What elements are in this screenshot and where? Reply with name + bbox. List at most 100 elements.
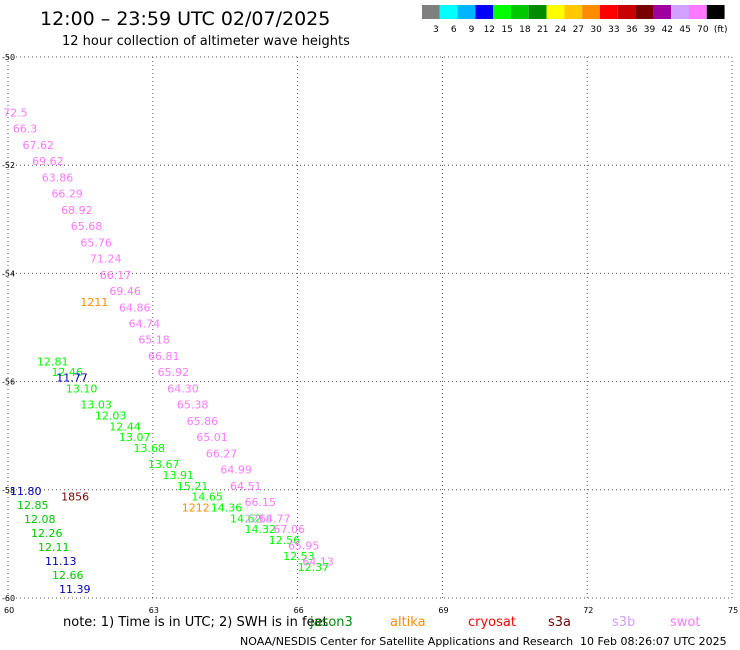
colorbar: 3 6 9 12 15 18 21 24 27 30 33 36 39 42 45 70 (ft) [422,5,727,35]
data-label-left-track: 11.39 [59,583,91,596]
data-label-jason3: 13.07 [119,431,151,444]
x-tick-label: 72 [583,606,593,615]
colorbar-label: 21 [537,25,548,35]
colorbar-swatch [546,5,565,19]
data-label-swot: 69.46 [109,285,141,298]
data-label-swot: 66.29 [51,188,83,201]
data-label-swot: 68.92 [61,204,93,217]
data-label-swot: 64.99 [220,464,252,477]
chart-title: 12:00 – 23:59 UTC 02/07/2025 [40,8,330,30]
colorbar-swatch [564,5,583,19]
colorbar-swatch [617,5,636,19]
data-label-jason3: 14.65 [191,491,223,504]
data-label-jason3: 14.62 [230,512,262,525]
colorbar-label: 30 [590,25,602,35]
data-label-jason3: 13.03 [80,399,112,412]
data-label-left-track: 12.66 [52,569,84,582]
data-label-jason3: 12.37 [298,561,330,574]
y-tick-label: -58 [2,486,15,495]
colorbar-label: 27 [573,25,584,35]
colorbar-label: 15 [501,25,512,35]
plot-area: 60 63 66 69 72 75 -50 -52 -54 -56 -58 -60 12.3712.53… [2,53,738,615]
colorbar-label: 42 [662,25,673,35]
data-label-jason3: 12.44 [109,420,141,433]
data-label-swot: 64.51 [230,480,262,493]
colorbar-label: 9 [469,25,475,35]
satellite-name: altika [390,615,426,630]
satellite-name: swot [670,615,700,630]
footer-timestamp: 10 Feb 08:26:07 UTC 2025 [580,635,727,648]
colorbar-label: 70 [697,25,709,35]
data-label-swot: 65.18 [138,334,170,347]
y-tick-label: -54 [2,269,15,278]
data-label-swot: 65.92 [158,366,190,379]
colorbar-swatch [457,5,476,19]
data-label-jason3: 12.53 [283,550,315,563]
satellite-name: s3b [612,615,635,630]
data-label-jason3-low: 11.77 [56,372,87,385]
colorbar-swatch [689,5,707,19]
data-label-jason3: 14.32 [245,523,276,536]
data-label-jason3: 13.91 [162,469,194,482]
colorbar-label: 39 [644,25,656,35]
data-label-swot: 64.13 [302,556,334,569]
colorbar-swatch [439,5,458,19]
data-label-swot: 69.62 [32,155,64,168]
data-label-swot: 64.86 [119,301,151,314]
chart-subtitle: 12 hour collection of altimeter wave hei… [62,34,350,49]
data-label-swot: 65.68 [71,220,103,233]
data-label-swot: 67.06 [273,523,305,536]
colorbar-label: (ft) [714,25,728,35]
x-tick-label: 75 [728,606,738,615]
colorbar-label: 12 [484,25,495,35]
data-label-swot: 71.24 [90,253,122,266]
data-label-swot: 65.95 [288,539,320,552]
data-label-altika: 1212 [182,501,210,514]
colorbar-swatch [582,5,600,19]
data-label-left-track: 12.85 [17,499,49,512]
y-tick-label: -50 [2,53,15,62]
footer-credit: NOAA/NESDIS Center for Satellite Applica… [240,635,573,648]
data-label-jason3: 12.81 [37,355,69,368]
data-label-left-track: 12.08 [24,513,56,526]
x-tick-label: 63 [149,606,159,615]
colorbar-swatch [600,5,618,19]
y-tick-label: -56 [2,378,15,387]
colorbar-swatch [422,5,440,19]
data-label-s3b: 2218 [245,512,273,525]
colorbar-swatch [706,5,725,19]
colorbar-swatch [653,5,672,19]
data-label-jason3: 12.46 [51,366,83,379]
x-tick-label: 69 [438,606,448,615]
colorbar-swatch [493,5,511,19]
data-label-jason3: 14.36 [211,501,243,514]
data-label-left-track: 11.13 [45,555,77,568]
footer-note: note: 1) Time is in UTC; 2) SWH is in fe… [63,615,328,630]
data-label-swot: 66.3 [13,123,38,136]
y-tick-label: -60 [2,594,15,603]
colorbar-label: 33 [608,25,619,35]
data-label-jason3: 13.67 [148,458,180,471]
data-label-swot: 66.17 [100,269,132,282]
colorbar-swatch [635,5,654,19]
colorbar-swatch [511,5,529,19]
data-label-jason3: 13.68 [133,442,165,455]
colorbar-label: 3 [433,25,439,35]
data-label-jason3: 15.21 [177,480,209,493]
data-label-swot: 65.38 [177,399,209,412]
data-label-swot: 72.5 [3,107,28,120]
data-label-left-track: 11.80 [10,485,42,498]
data-label-s3a: 1856 [61,491,89,504]
colorbar-label: 6 [451,25,457,35]
data-label-swot: 64.74 [129,318,161,331]
data-label-jason3: 12.56 [269,534,301,547]
data-label-jason3: 13.10 [66,382,98,395]
colorbar-swatch [671,5,689,19]
satellite-legend: jason3 altika cryosat s3a s3b swot [309,615,700,630]
data-label-left-track: 12.11 [38,541,70,554]
data-label-swot: 64.77 [259,512,291,525]
data-label-altika: 1211 [80,296,108,309]
x-tick-label: 66 [294,606,304,615]
x-tick-label: 60 [4,606,14,615]
